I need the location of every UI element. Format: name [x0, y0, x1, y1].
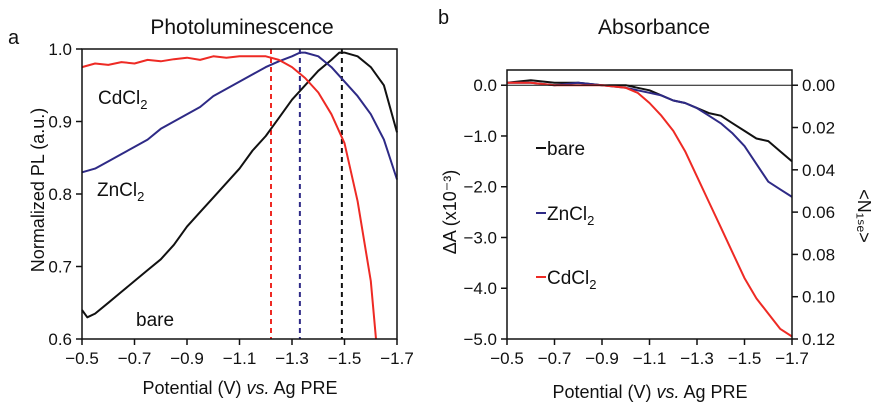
panel-b-xlabel-part3: Ag PRE [680, 382, 748, 402]
x-tick-label: −0.9 [170, 349, 204, 368]
panel-a-ylabel: Normalized PL (a.u.) [28, 108, 48, 272]
legend-zncl2-b-text: ZnCl [547, 204, 587, 225]
legend-cdcl2-a-sub: 2 [140, 97, 147, 112]
panel-a: a Photoluminescence Normalized PL (a.u.)… [8, 16, 414, 398]
legend-label-cdcl2-b: CdCl2 [547, 268, 596, 292]
x-tick-label: −0.9 [585, 349, 619, 368]
legend-cdcl2-a-text: CdCl [98, 88, 140, 109]
legend-label-zncl2-a: ZnCl2 [97, 180, 144, 204]
right-y-tick-label: 0.12 [802, 330, 835, 349]
x-tick-label: −1.5 [728, 349, 762, 368]
y-tick-label: 1.0 [48, 40, 72, 59]
panel-label-a: a [8, 27, 20, 49]
x-tick-label: −0.7 [118, 349, 152, 368]
x-tick-label: −1.1 [223, 349, 257, 368]
panel-b: b Absorbance ΔA (x10⁻³) <N₁ₛₑ> Potential… [438, 7, 872, 402]
panel-b-ylabel: ΔA (x10⁻³) [440, 170, 460, 255]
y-tick-label: −5.0 [463, 330, 497, 349]
legend-zncl2-a-sub: 2 [137, 189, 144, 204]
series-line-zncl2 [81, 51, 398, 180]
legend-cdcl2-b-sub: 2 [589, 277, 596, 292]
legend-zncl2-b-sub: 2 [587, 213, 594, 228]
y-tick-label: −2.0 [463, 178, 497, 197]
x-tick-label: −1.5 [328, 349, 362, 368]
legend-cdcl2-b-text: CdCl [547, 268, 589, 289]
panel-a-title: Photoluminescence [150, 16, 333, 39]
panel-a-xlabel-part3: Ag PRE [270, 378, 338, 398]
panel-a-xlabel-part1: Potential (V) [142, 378, 246, 398]
panel-b-title: Absorbance [598, 16, 710, 39]
x-tick-label: −1.3 [680, 349, 714, 368]
panel-b-xlabel: Potential (V) vs. Ag PRE [552, 382, 747, 402]
right-y-tick-label: 0.00 [802, 76, 835, 95]
series-line-zncl2 [507, 81, 793, 198]
legend-label-bare-b: bare [547, 139, 585, 160]
panel-b-xlabel-part1: Potential (V) [552, 382, 656, 402]
y-tick-label: 0.8 [48, 185, 72, 204]
x-tick-label: −0.7 [538, 349, 572, 368]
y-tick-label: 0.7 [48, 258, 72, 277]
panel-a-xlabel-vs: vs. [246, 378, 269, 398]
legend-zncl2-a-text: ZnCl [97, 180, 137, 201]
legend-label-bare-a: bare [136, 310, 174, 331]
x-tick-label: −1.7 [380, 349, 414, 368]
x-tick-label: −1.7 [775, 349, 809, 368]
y-tick-label: 0.6 [48, 330, 72, 349]
series-line-cdcl2 [81, 55, 377, 340]
x-tick-label: −0.5 [65, 349, 99, 368]
x-tick-label: −1.1 [633, 349, 667, 368]
right-y-tick-label: 0.02 [802, 119, 835, 138]
y-tick-label: −4.0 [463, 279, 497, 298]
panel-b-xlabel-vs: vs. [656, 382, 679, 402]
legend-label-cdcl2-a: CdCl2 [98, 88, 147, 112]
y-tick-label: 0.9 [48, 113, 72, 132]
legend-label-zncl2-b: ZnCl2 [547, 204, 594, 228]
series-line-bare [81, 51, 398, 319]
panel-label-b: b [438, 7, 449, 29]
panel-b-ylabel-right: <N₁ₛₑ> [854, 189, 872, 243]
right-y-tick-label: 0.06 [802, 203, 835, 222]
right-y-tick-label: 0.08 [802, 245, 835, 264]
y-tick-label: 0.0 [473, 76, 497, 95]
x-tick-label: −1.3 [275, 349, 309, 368]
y-tick-label: −1.0 [463, 127, 497, 146]
y-tick-label: −3.0 [463, 228, 497, 247]
right-y-tick-label: 0.10 [802, 288, 835, 307]
panel-a-xlabel: Potential (V) vs. Ag PRE [142, 378, 337, 398]
x-tick-label: −0.5 [490, 349, 524, 368]
right-y-tick-label: 0.04 [802, 161, 835, 180]
